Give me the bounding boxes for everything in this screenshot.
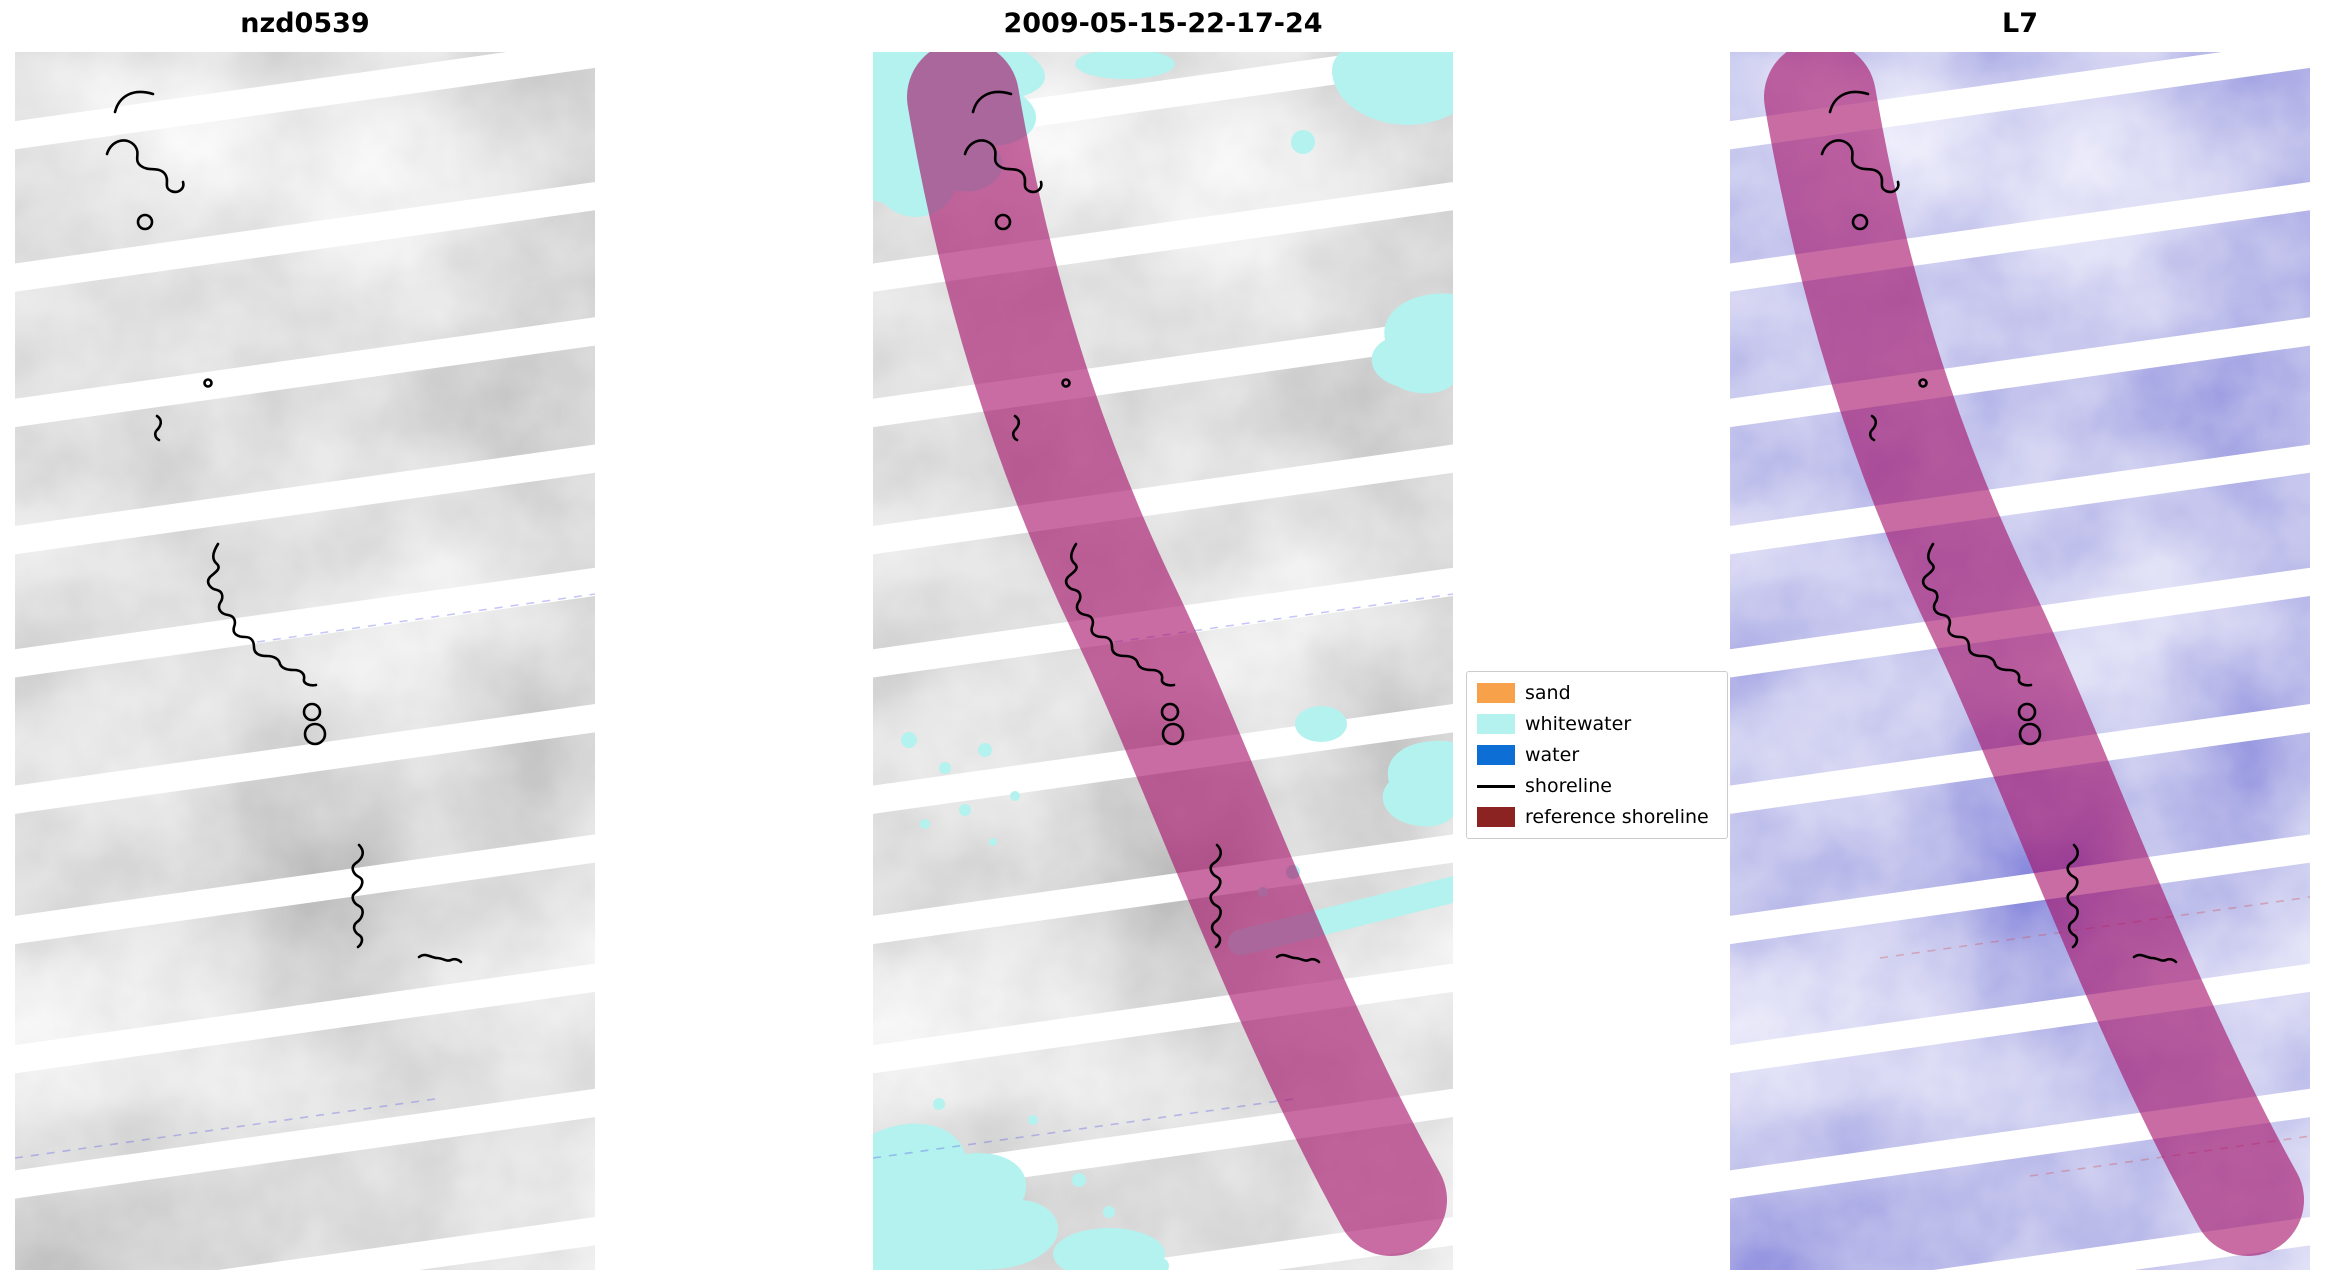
- panel-title-sensor: L7: [2002, 8, 2038, 39]
- legend-label: sand: [1525, 682, 1571, 704]
- panel-title-site: nzd0539: [240, 8, 370, 39]
- panel-l7-image: [1730, 52, 2310, 1270]
- shoreline-line-sample: [1477, 784, 1515, 788]
- legend-item-reference-shoreline: reference shoreline: [1477, 805, 1717, 829]
- legend: sand whitewater water shoreline referenc…: [1466, 671, 1728, 839]
- reference-shoreline-swatch: [1477, 807, 1515, 827]
- legend-item-sand: sand: [1477, 681, 1717, 705]
- legend-label: reference shoreline: [1525, 806, 1709, 828]
- whitewater-swatch: [1477, 714, 1515, 734]
- legend-item-water: water: [1477, 743, 1717, 767]
- legend-label: water: [1525, 744, 1580, 766]
- legend-item-shoreline: shoreline: [1477, 774, 1717, 798]
- panel-grayscale-image: [15, 52, 595, 1270]
- legend-label: shoreline: [1525, 775, 1612, 797]
- sand-swatch: [1477, 683, 1515, 703]
- panel-title-date: 2009-05-15-22-17-24: [1003, 8, 1323, 39]
- water-swatch: [1477, 745, 1515, 765]
- legend-label: whitewater: [1525, 713, 1632, 735]
- legend-item-whitewater: whitewater: [1477, 712, 1717, 736]
- panel-classified-image: [873, 52, 1453, 1270]
